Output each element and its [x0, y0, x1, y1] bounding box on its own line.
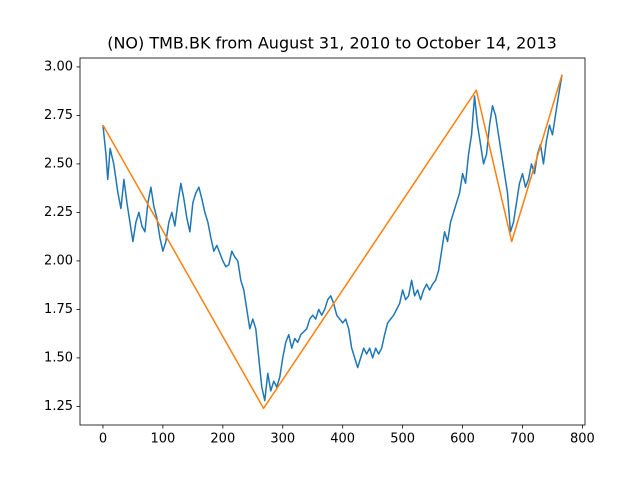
x-tick-label: 200	[210, 432, 235, 447]
y-tick-label: 1.75	[44, 302, 73, 317]
x-tick-label: 100	[150, 432, 175, 447]
y-tick-label: 2.00	[44, 253, 73, 268]
y-tick-label: 2.25	[44, 205, 73, 220]
chart-title: (NO) TMB.BK from August 31, 2010 to Octo…	[107, 34, 557, 53]
x-tick-label: 0	[99, 432, 107, 447]
series-line	[102, 74, 563, 402]
x-tick-label: 400	[330, 432, 355, 447]
series-line	[102, 74, 563, 410]
y-tick-label: 1.50	[44, 350, 73, 365]
x-tick-label: 600	[450, 432, 475, 447]
y-tick-label: 3.00	[44, 59, 73, 74]
x-tick-label: 500	[390, 432, 415, 447]
y-tick-label: 2.50	[44, 156, 73, 171]
plot-frame	[79, 57, 586, 426]
x-tick-label: 700	[510, 432, 535, 447]
x-tick-label: 300	[270, 432, 295, 447]
y-tick-label: 1.25	[44, 399, 73, 414]
y-tick-label: 2.75	[44, 108, 73, 123]
x-tick-label: 800	[570, 432, 595, 447]
